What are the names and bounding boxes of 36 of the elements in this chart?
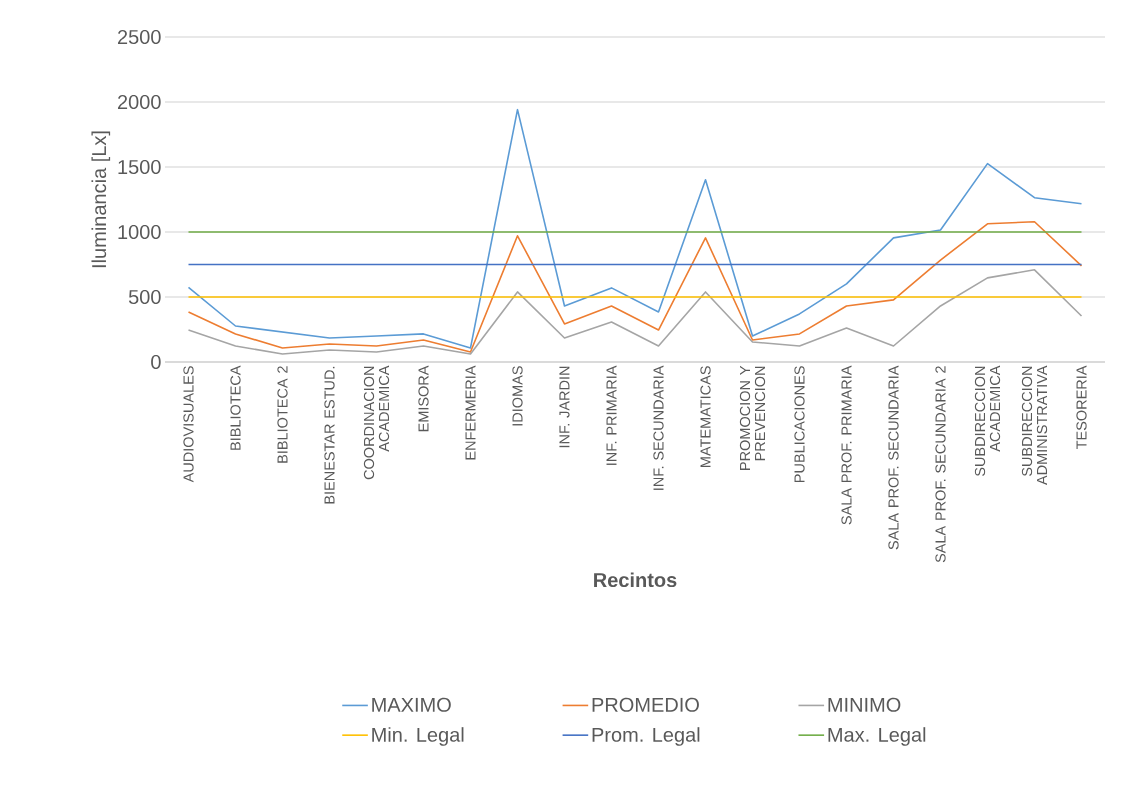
x-axis-title: Recintos xyxy=(594,572,677,588)
legend-label: MAXIMO xyxy=(372,697,451,712)
legend-label: PROMEDIO xyxy=(592,697,699,712)
x-tick-label: COORDINACION ACADEMICA xyxy=(363,365,390,480)
x-tick-label: INF. PRIMARIA xyxy=(606,365,617,465)
x-tick-label: SALA PROF. SECUNDARIA 2 xyxy=(935,366,946,563)
x-tick-label: BIBLIOTECA 2 xyxy=(277,366,288,463)
legend-label: Max. Legal xyxy=(828,727,926,746)
y-tick-label: 0 xyxy=(151,354,161,370)
x-tick-label: SUBDIRECCION ACADEMICA xyxy=(974,365,1001,477)
y-tick-label: 500 xyxy=(128,289,161,305)
y-axis-title: Iluminancia [Lx] xyxy=(91,131,111,268)
x-tick-label: SUBDIRECCION ADMINISTRATIVA xyxy=(1021,365,1048,485)
y-tick-label: 2500 xyxy=(117,29,161,45)
x-tick-label: ENFERMERIA xyxy=(465,365,476,460)
legend-label: MINIMO xyxy=(828,697,901,712)
x-tick-label: TESORERIA xyxy=(1076,365,1087,449)
legend-label: Prom. Legal xyxy=(592,727,700,746)
y-tick-label: 2000 xyxy=(117,94,161,110)
x-tick-label: IDIOMAS xyxy=(512,366,523,426)
x-tick-label: INF. SECUNDARIA xyxy=(653,365,664,490)
line-series xyxy=(187,220,1083,353)
x-tick-label: AUDIOVISUALES xyxy=(183,366,194,483)
x-tick-label: PROMOCION Y PREVENCION xyxy=(739,365,766,470)
line-series xyxy=(187,269,1083,355)
x-tick-label: SALA PROF. PRIMARIA xyxy=(841,365,852,525)
x-tick-label: BIBLIOTECA xyxy=(230,365,241,450)
x-tick-label: PUBLICACIONES xyxy=(794,366,805,482)
y-tick-label: 1000 xyxy=(118,224,161,240)
x-tick-label: EMISORA xyxy=(418,365,429,432)
x-tick-label: INF. JARDIN xyxy=(559,366,570,448)
x-tick-label: SALA PROF. SECUNDARIA xyxy=(888,365,899,550)
y-tick-label: 1500 xyxy=(118,159,161,175)
x-tick-label: BIENESTAR ESTUD. xyxy=(324,366,335,504)
legend-label: Min. Legal xyxy=(372,727,464,746)
x-tick-label: MATEMATICAS xyxy=(700,366,711,467)
